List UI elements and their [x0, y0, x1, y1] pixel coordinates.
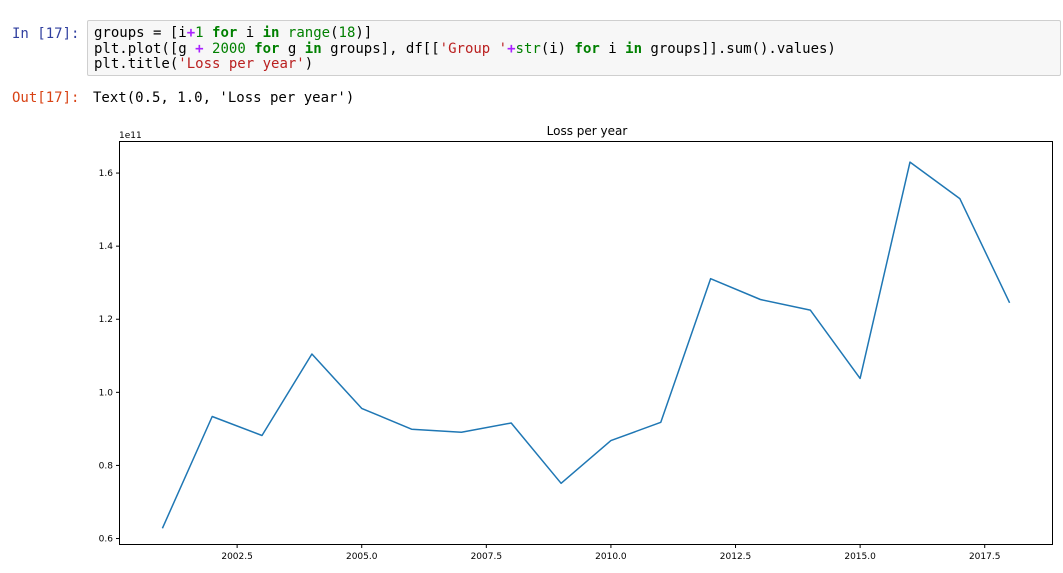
x-tick-label: 2012.5: [720, 552, 752, 562]
input-prompt: In [17]:: [12, 26, 80, 42]
y-tick-label: 1.2: [99, 315, 113, 325]
x-tick-label: 2015.0: [844, 552, 876, 562]
series-layer: [161, 161, 1011, 529]
series-line: [161, 161, 1011, 529]
y-tick-label: 0.6: [99, 535, 114, 545]
y-axis-ticks: 0.6 0.8 1.0 1.2 1.4 1.6: [99, 169, 120, 545]
y-tick-label: 1.4: [99, 242, 114, 252]
plot-area-frame: [119, 141, 1053, 545]
chart-title: Loss per year: [547, 124, 628, 138]
y-tick-label: 1.0: [99, 388, 114, 398]
code-cell-input[interactable]: groups = [i+1 for i in range(18)] plt.pl…: [87, 20, 1061, 76]
output-prompt: Out[17]:: [12, 90, 80, 106]
code-editor[interactable]: groups = [i+1 for i in range(18)] plt.pl…: [94, 25, 836, 72]
y-tick-label: 0.8: [99, 461, 114, 471]
x-tick-label: 2002.5: [221, 552, 253, 562]
x-axis-ticks: 2002.5 2005.0 2007.5 2010.0 2012.5 2015.0 2017…: [221, 544, 1000, 562]
y-tick-label: 1.6: [99, 169, 114, 179]
y-axis-offset-text: 1e11: [119, 131, 142, 141]
output-text: Text(0.5, 1.0, 'Loss per year'): [93, 90, 355, 106]
x-tick-label: 2005.0: [346, 552, 378, 562]
x-tick-label: 2010.0: [595, 552, 627, 562]
x-tick-label: 2007.5: [471, 552, 503, 562]
x-tick-label: 2017.5: [969, 552, 1001, 562]
